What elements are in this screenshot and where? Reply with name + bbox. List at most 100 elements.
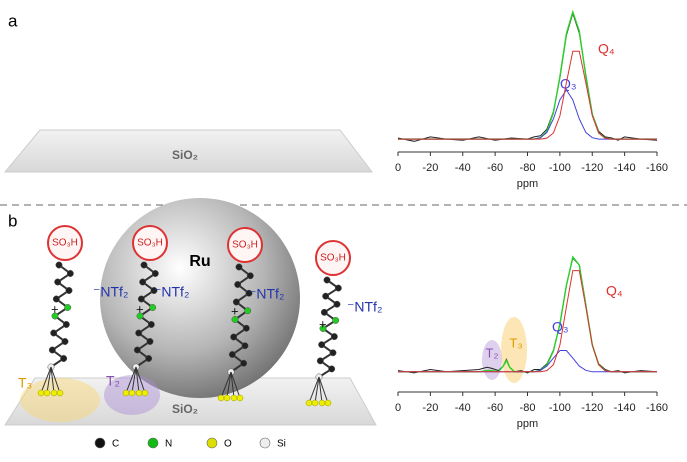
x-tick-label: -60 <box>487 162 503 174</box>
x-tick-label: -20 <box>422 162 438 174</box>
atom <box>311 399 319 407</box>
x-tick-label: -40 <box>455 402 471 414</box>
atom <box>60 355 68 362</box>
atom <box>50 389 58 397</box>
bond <box>314 376 320 404</box>
atom <box>231 316 239 323</box>
x-tick-label: -140 <box>614 402 636 414</box>
atom <box>128 389 136 397</box>
x-tick-label: -40 <box>455 162 471 174</box>
anion-label: ⁻NTf₂ <box>249 286 284 302</box>
acid-label: SO₃H <box>137 238 163 249</box>
atom <box>320 308 328 316</box>
bond <box>46 366 52 394</box>
atom <box>329 349 337 357</box>
atom <box>328 365 336 373</box>
atom <box>240 359 248 367</box>
bond <box>318 376 329 404</box>
legend-swatch <box>206 437 218 449</box>
annotation: T₃ <box>509 335 522 350</box>
atom <box>241 342 249 350</box>
molecules: SO₃H ⁻NTf₂ + SO₃H ⁻NTf₂ + SO₃H ⁻NTf₂ + SO₃H ⁻NTf₂ + <box>37 225 382 407</box>
acid-circle <box>132 225 168 261</box>
atom <box>246 272 254 280</box>
series-label: Q₃ <box>560 76 577 92</box>
x-tick-label: -80 <box>520 162 536 174</box>
atom <box>48 346 56 354</box>
atom <box>140 261 148 269</box>
acid-circle <box>47 225 83 261</box>
charge-label: + <box>231 303 239 318</box>
panel-label: b <box>8 211 17 230</box>
x-axis-title: ppm <box>517 418 538 430</box>
x-tick-label: -120 <box>581 402 603 414</box>
atom <box>330 333 338 341</box>
atom <box>65 287 73 294</box>
acid-label: SO₃H <box>320 253 346 264</box>
legend-swatch <box>259 437 271 449</box>
atom <box>305 399 313 407</box>
atom <box>137 295 145 303</box>
series-line <box>398 255 657 373</box>
atom <box>150 287 158 294</box>
anion-label: ⁻NTf₂ <box>347 299 382 315</box>
bond <box>131 366 137 394</box>
x-tick-label: -20 <box>422 402 438 414</box>
atom <box>332 316 340 324</box>
atom <box>122 389 130 397</box>
atom <box>136 312 144 320</box>
t3-region <box>20 378 100 422</box>
atom <box>62 321 70 328</box>
series-line <box>398 50 657 140</box>
atom <box>319 325 327 332</box>
bond <box>220 371 232 399</box>
atom <box>147 321 155 328</box>
bond <box>230 371 241 399</box>
acid-label: SO₃H <box>232 240 258 251</box>
bond <box>135 366 146 394</box>
atom <box>235 263 243 271</box>
atom <box>230 394 238 402</box>
silica-surface <box>3 129 374 173</box>
atom <box>244 307 252 315</box>
atom <box>318 399 326 407</box>
atom <box>50 329 58 337</box>
series-label: Q₄ <box>606 283 623 299</box>
charge-label: + <box>319 316 327 331</box>
atom <box>52 295 60 303</box>
series-line <box>398 270 657 373</box>
atom <box>242 324 250 332</box>
atom <box>223 394 231 402</box>
bond <box>226 371 232 399</box>
x-tick-label: -140 <box>614 162 636 174</box>
atom <box>51 312 59 320</box>
acid-circle <box>227 227 263 263</box>
series-line <box>397 11 658 142</box>
x-tick-label: 0 <box>395 162 401 174</box>
atom <box>135 329 143 337</box>
bond <box>50 366 55 394</box>
atom <box>228 351 236 358</box>
acid-label: SO₃H <box>52 238 78 249</box>
bond <box>125 366 137 394</box>
panel-label: a <box>8 11 18 30</box>
atom <box>135 389 143 397</box>
atom <box>236 394 244 402</box>
atom <box>324 399 332 407</box>
atom <box>333 300 341 308</box>
x-tick-label: -100 <box>549 162 571 174</box>
charge-label: + <box>136 301 144 316</box>
atom <box>234 281 242 288</box>
acid-circle <box>315 240 351 276</box>
atom <box>316 357 324 365</box>
atom <box>141 389 149 397</box>
legend-swatch <box>147 437 159 449</box>
atom <box>232 298 240 306</box>
x-axis-title: ppm <box>517 178 538 190</box>
series-label: Q₃ <box>552 319 569 335</box>
surface-label: SiO₂ <box>172 148 198 162</box>
atom <box>245 289 253 297</box>
legend-label: C <box>112 439 119 450</box>
x-tick-label: -160 <box>646 402 668 414</box>
